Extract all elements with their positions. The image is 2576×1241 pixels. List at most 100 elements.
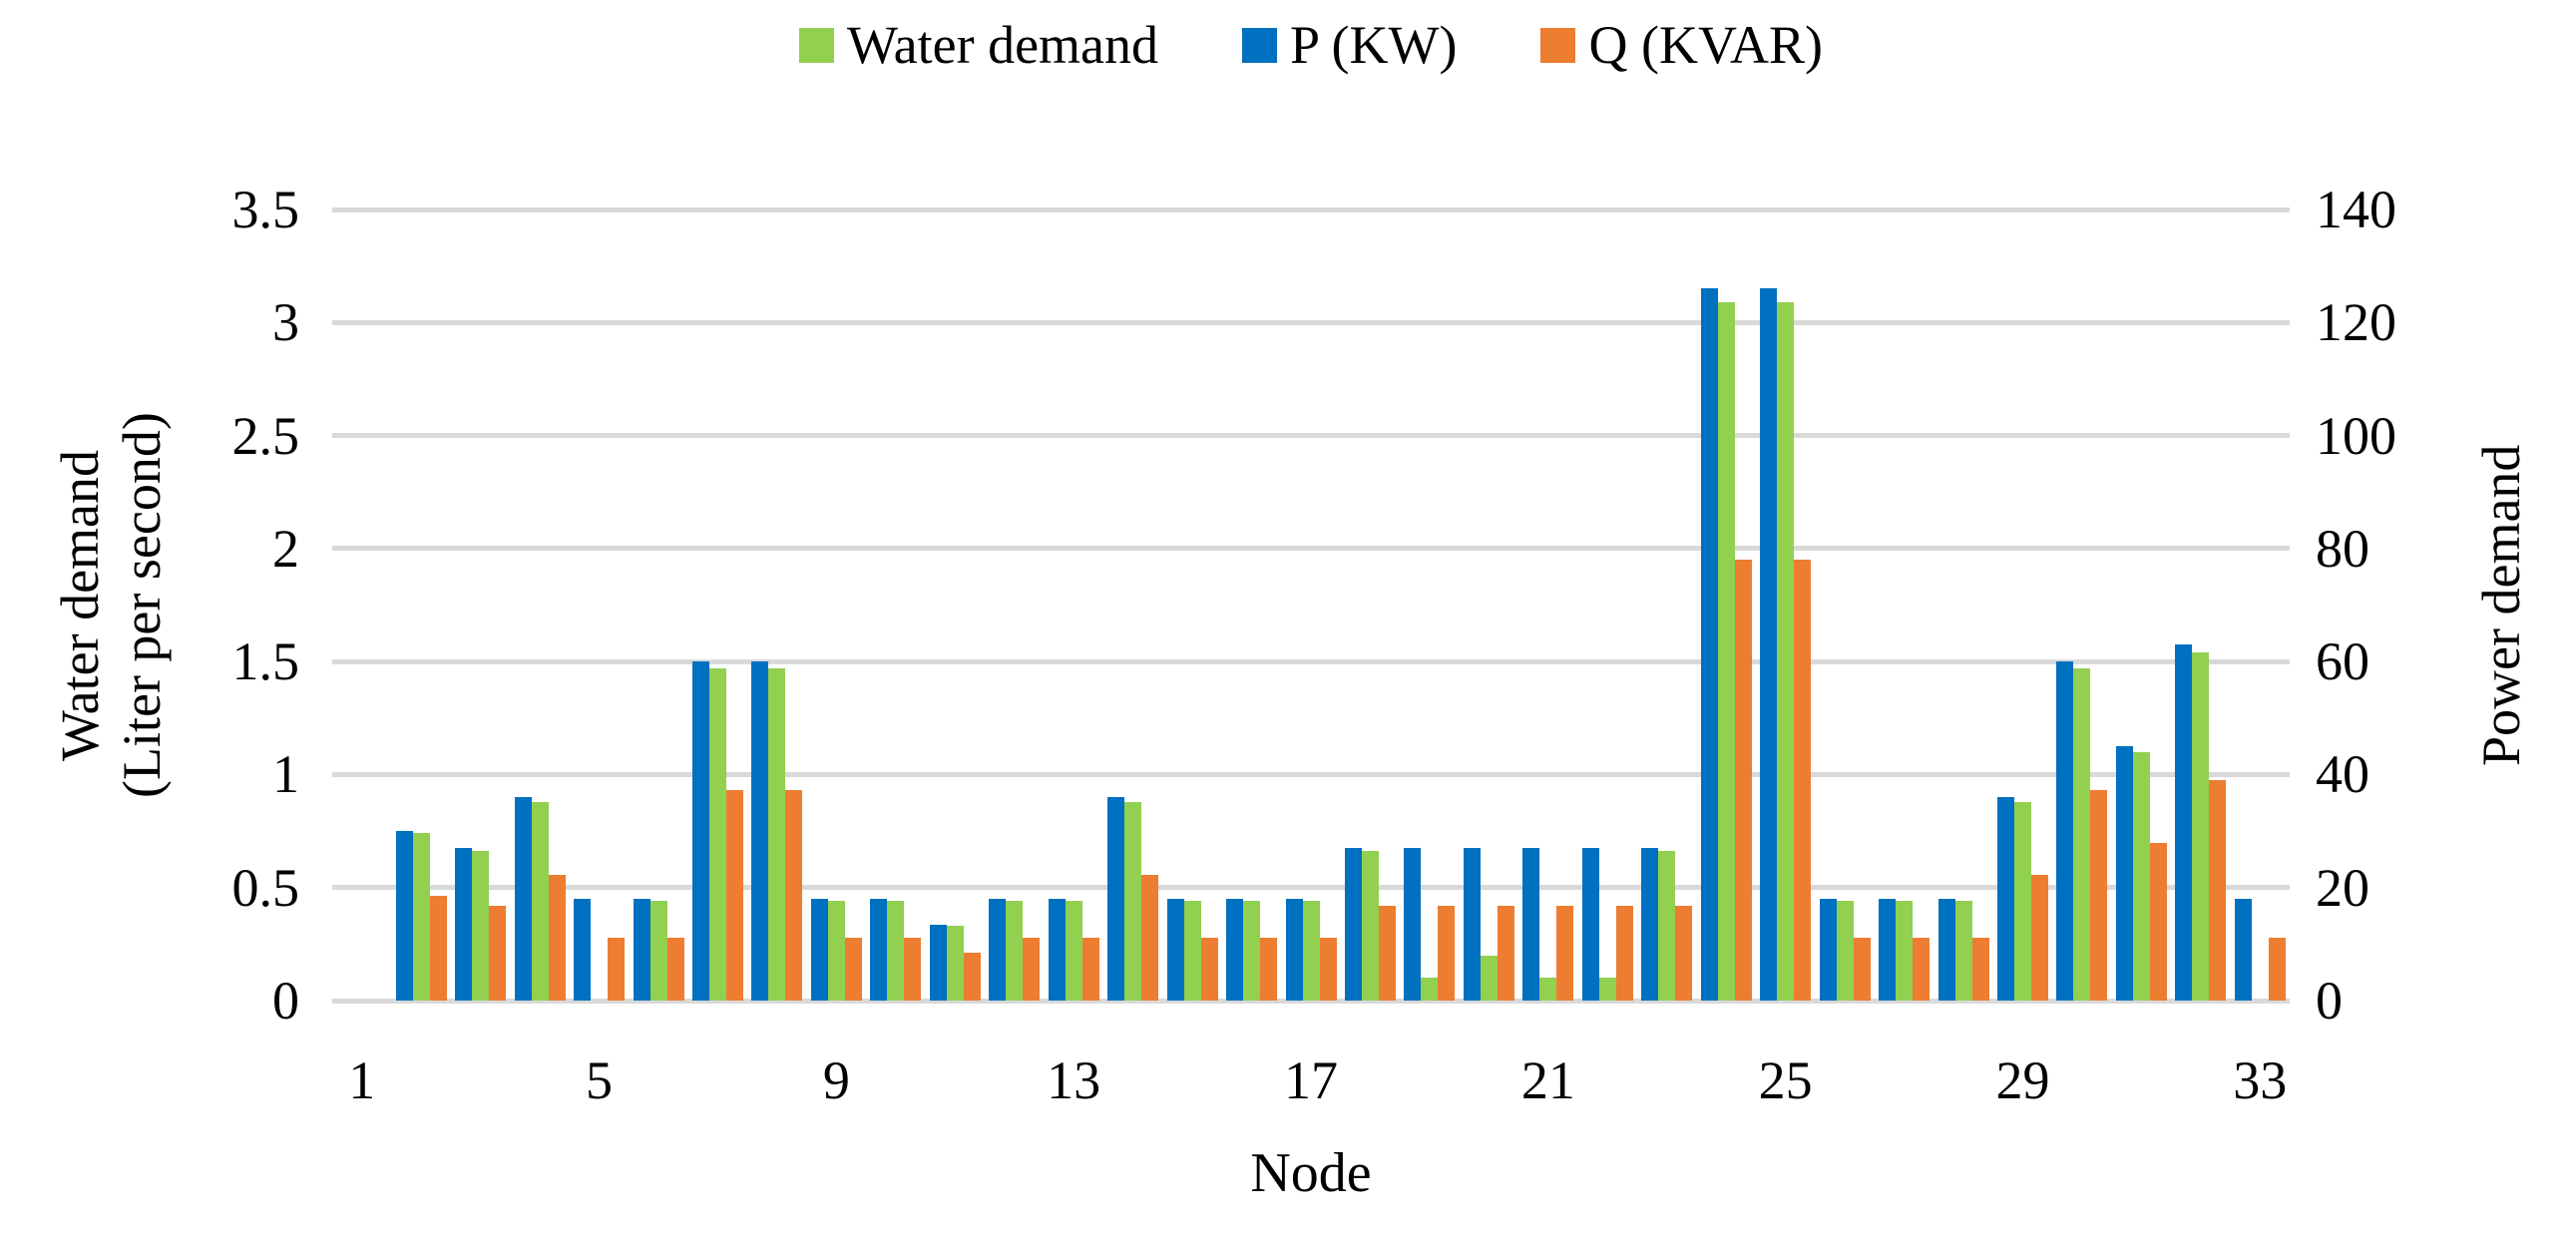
bar-q-kvar-node-15	[1200, 937, 1218, 1001]
left-axis-title-line1: Water demand	[50, 449, 110, 761]
bar-q-kvar-node-5	[608, 937, 626, 1001]
bar-p-kw-node-20	[1463, 848, 1481, 1001]
x-axis-tick-label: 29	[1995, 1050, 2050, 1110]
bar-water-demand-node-2	[412, 833, 430, 1001]
left-axis-tick-label: 3	[272, 292, 299, 353]
right-axis-title-text: Power demand	[2471, 444, 2531, 766]
bar-q-kvar-node-2	[429, 895, 447, 1001]
x-axis-tick-label: 5	[586, 1050, 614, 1110]
legend-label-p-kw: P (KW)	[1290, 15, 1458, 75]
x-axis-tick-label: 25	[1758, 1050, 1813, 1110]
bar-q-kvar-node-19	[1438, 906, 1456, 1001]
right-axis-tick-label: 20	[2316, 857, 2369, 918]
bar-p-kw-node-8	[751, 661, 769, 1001]
left-axis-tick-label: 0	[272, 971, 299, 1031]
bar-water-demand-node-13	[1065, 901, 1082, 1001]
bar-water-demand-node-9	[827, 901, 845, 1001]
legend-item-p-kw: P (KW)	[1242, 16, 1457, 74]
bar-water-demand-node-23	[1658, 851, 1676, 1001]
bar-p-kw-node-6	[633, 899, 650, 1001]
gridline	[332, 319, 2290, 325]
bar-p-kw-node-2	[395, 831, 413, 1001]
bar-q-kvar-node-16	[1260, 937, 1278, 1001]
legend-swatch-water-demand	[799, 27, 834, 63]
bar-p-kw-node-15	[1166, 899, 1184, 1001]
bar-p-kw-node-31	[2115, 746, 2133, 1001]
bar-water-demand-node-6	[649, 901, 667, 1001]
x-axis-tick-label: 1	[348, 1050, 376, 1110]
bar-water-demand-node-8	[768, 667, 786, 1001]
bar-q-kvar-node-22	[1615, 906, 1633, 1001]
bar-water-demand-node-27	[1896, 901, 1914, 1001]
bar-water-demand-node-26	[1836, 901, 1854, 1001]
bar-p-kw-node-9	[810, 899, 828, 1001]
right-axis-tick-label: 40	[2316, 744, 2369, 805]
x-axis-tick-label: 33	[2233, 1050, 2288, 1110]
x-axis-tick-label: 17	[1284, 1050, 1338, 1110]
bar-water-demand-node-31	[2132, 751, 2150, 1001]
x-axis-tick-label: 13	[1047, 1050, 1101, 1110]
bar-p-kw-node-17	[1285, 899, 1303, 1001]
bar-water-demand-node-18	[1361, 851, 1379, 1001]
right-axis-tick-label: 140	[2316, 180, 2396, 239]
bar-water-demand-node-32	[2192, 652, 2210, 1001]
left-axis-tick-label: 3.5	[231, 180, 300, 239]
gridline	[332, 885, 2290, 891]
gridline	[332, 998, 2290, 1004]
gridline	[332, 771, 2290, 777]
bar-p-kw-node-30	[2056, 661, 2074, 1001]
legend-label-water-demand: Water demand	[847, 15, 1159, 75]
bar-q-kvar-node-9	[844, 937, 862, 1001]
bar-p-kw-node-18	[1344, 848, 1362, 1001]
bar-p-kw-node-11	[929, 924, 947, 1001]
x-axis-title: Node	[1250, 1142, 1372, 1204]
bar-water-demand-node-25	[1777, 301, 1795, 1001]
right-axis-tick-label: 120	[2316, 292, 2396, 353]
bar-q-kvar-node-32	[2209, 779, 2227, 1001]
bar-q-kvar-node-21	[1556, 906, 1574, 1001]
left-axis-tick-label: 2	[272, 518, 299, 579]
bar-q-kvar-node-12	[1023, 937, 1041, 1001]
bar-water-demand-node-3	[472, 851, 490, 1001]
bar-q-kvar-node-33	[2268, 937, 2286, 1001]
bar-water-demand-node-16	[1243, 901, 1261, 1001]
bar-q-kvar-node-31	[2149, 842, 2167, 1001]
bar-p-kw-node-23	[1641, 848, 1659, 1001]
bar-water-demand-node-14	[1124, 801, 1142, 1001]
x-axis-tick-label: 9	[822, 1050, 850, 1110]
bar-water-demand-node-11	[946, 926, 964, 1001]
bar-q-kvar-node-24	[1734, 559, 1752, 1001]
bar-q-kvar-node-25	[1794, 559, 1812, 1001]
legend-label-q-kvar: Q (KVAR)	[1588, 15, 1823, 75]
bar-q-kvar-node-10	[904, 937, 922, 1001]
bar-water-demand-node-19	[1421, 978, 1439, 1001]
bar-water-demand-node-17	[1302, 901, 1320, 1001]
bar-water-demand-node-30	[2073, 667, 2091, 1001]
bar-p-kw-node-3	[455, 848, 473, 1001]
gridline	[332, 207, 2290, 212]
bar-p-kw-node-26	[1819, 899, 1837, 1001]
bar-q-kvar-node-13	[1081, 937, 1099, 1001]
gridline	[332, 546, 2290, 552]
legend-item-water-demand: Water demand	[799, 16, 1158, 74]
bar-p-kw-node-24	[1700, 288, 1718, 1001]
bar-q-kvar-node-7	[725, 790, 743, 1001]
legend-item-q-kvar: Q (KVAR)	[1540, 16, 1823, 74]
bar-q-kvar-node-6	[666, 937, 684, 1001]
left-axis-tick-label: 1	[272, 744, 299, 805]
bar-q-kvar-node-8	[785, 790, 803, 1001]
bar-p-kw-node-33	[2234, 899, 2252, 1001]
bar-q-kvar-node-29	[2030, 874, 2048, 1001]
bar-q-kvar-node-20	[1497, 906, 1514, 1001]
right-axis-tick-label: 0	[2316, 971, 2343, 1031]
bar-water-demand-node-24	[1717, 301, 1735, 1001]
bar-q-kvar-node-30	[2090, 790, 2108, 1001]
bar-p-kw-node-27	[1879, 899, 1897, 1001]
legend: Water demand P (KW) Q (KVAR)	[332, 16, 2290, 74]
bar-water-demand-node-29	[2013, 801, 2031, 1001]
right-axis-tick-label: 60	[2316, 631, 2369, 692]
bar-p-kw-node-16	[1226, 899, 1244, 1001]
bar-water-demand-node-10	[887, 901, 905, 1001]
bar-p-kw-node-10	[870, 899, 888, 1001]
bar-q-kvar-node-14	[1141, 874, 1159, 1001]
